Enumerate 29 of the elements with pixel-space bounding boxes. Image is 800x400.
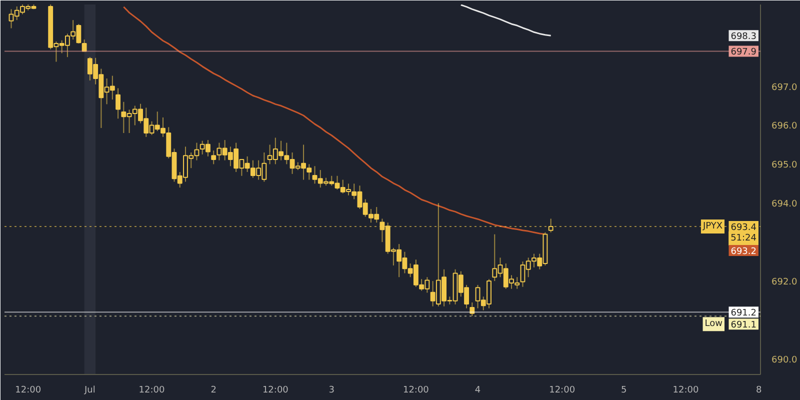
x-tick-label: 12:00 — [549, 386, 576, 396]
annotation: 698.3 — [730, 32, 756, 42]
y-tick-label: 697.0 — [772, 82, 798, 93]
y-tick-label: 695.0 — [772, 160, 798, 171]
annotation: Low — [704, 319, 723, 330]
x-tick-label: 5 — [621, 386, 627, 396]
y-tick-label: 694.0 — [772, 200, 798, 210]
x-tick-label: 12:00 — [138, 386, 166, 396]
x-tick-label: 3 — [328, 386, 335, 396]
annotation: 693.2 — [730, 247, 756, 257]
y-tick-label: 696.0 — [772, 122, 798, 132]
ref-line-label: 693.4 — [730, 223, 757, 233]
line-series — [122, 6, 546, 236]
x-tick-label: 12:00 — [262, 386, 289, 396]
ref-line-label: 691.2 — [730, 308, 756, 319]
x-tick-label: 2 — [210, 386, 216, 396]
x-tick-label: 12:00 — [672, 386, 699, 396]
y-tick-label: 692.0 — [772, 278, 798, 288]
x-tick-label: Jul — [84, 386, 96, 396]
x-tick-label: 4 — [474, 386, 481, 396]
ref-line-label: 697.9 — [730, 48, 757, 58]
legend-label: 691.1 — [730, 320, 756, 331]
line-series — [460, 4, 552, 36]
annotation: JPYX — [702, 222, 722, 232]
y-tick-label: 690.0 — [772, 355, 798, 366]
x-tick-label: 12:00 — [402, 386, 430, 396]
x-tick-label: 12:00 — [15, 386, 42, 396]
annotation: 51:24 — [730, 234, 757, 244]
x-tick-label: 8 — [756, 386, 762, 396]
